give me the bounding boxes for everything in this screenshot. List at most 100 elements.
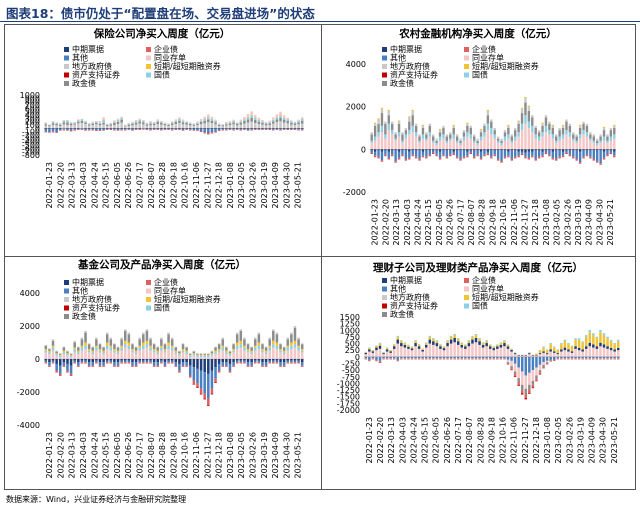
x-tick-label: 2022-07-17	[454, 417, 463, 464]
bar-segment	[167, 128, 170, 129]
bar-segment	[156, 352, 160, 355]
bar-segment	[80, 337, 84, 340]
bar-segment	[392, 358, 396, 359]
bar-segment	[538, 350, 542, 354]
bar-segment	[455, 156, 459, 158]
bar-segment	[275, 122, 279, 129]
bar-segment	[261, 124, 264, 129]
bar-segment	[456, 356, 460, 359]
bar-segment	[589, 150, 592, 157]
bar-segment	[538, 356, 542, 365]
bar-segment	[531, 355, 535, 357]
bar-segment	[69, 373, 73, 376]
bar-segment	[411, 154, 414, 156]
bar-segment	[62, 350, 66, 353]
bar-segment	[290, 345, 293, 350]
bar-segment	[232, 359, 235, 363]
bar-segment	[486, 130, 490, 150]
bar-segment	[120, 359, 123, 361]
bar-segment	[520, 384, 524, 391]
bar-segment	[574, 358, 577, 359]
bar-segment	[279, 115, 282, 118]
bar-segment	[445, 142, 449, 150]
legend-label: 企业债	[154, 44, 178, 54]
bar-segment	[290, 128, 293, 129]
bar-segment	[214, 122, 217, 125]
bar-segment	[138, 128, 141, 129]
bar-segment	[293, 123, 297, 125]
bar-segment	[483, 150, 486, 155]
bar-segment	[145, 347, 149, 359]
bar-segment	[149, 350, 152, 359]
bar-segment	[257, 121, 261, 124]
bar-segment	[400, 340, 403, 344]
bar-segment	[167, 342, 170, 346]
bar-segment	[592, 356, 595, 359]
bar-segment	[214, 346, 217, 348]
bar-segment	[449, 138, 452, 141]
bar-segment	[531, 125, 534, 133]
bar-segment	[392, 346, 396, 349]
bar-segment	[459, 142, 462, 146]
bar-segment	[178, 117, 181, 119]
bar-segment	[134, 128, 138, 129]
bar-segment	[51, 339, 55, 341]
bar-segment	[452, 138, 455, 150]
bar-segment	[370, 132, 373, 135]
bar-segment	[364, 358, 368, 359]
bar-segment	[438, 149, 442, 152]
legend-swatch	[464, 286, 469, 292]
bar-segment	[174, 120, 178, 122]
bar-segment	[58, 353, 62, 355]
bar-segment	[170, 337, 174, 340]
bar-segment	[167, 362, 170, 364]
bar-segment	[549, 349, 552, 352]
bar-segment	[506, 344, 510, 345]
bar-segment	[570, 356, 574, 359]
bar-segment	[160, 121, 163, 122]
bar-segment	[551, 149, 554, 152]
bar-segment	[592, 149, 595, 151]
bar-segment	[84, 121, 87, 123]
bar-segment	[58, 129, 62, 130]
bar-segment	[432, 136, 435, 141]
bar-segment	[488, 348, 492, 357]
bar-segment	[174, 350, 178, 353]
bar-segment	[428, 154, 431, 156]
bar-segment	[535, 355, 538, 357]
bar-segment	[48, 129, 51, 132]
bar-segment	[589, 132, 592, 135]
bar-segment	[397, 120, 401, 122]
bar-segment	[421, 358, 424, 359]
bar-segment	[109, 125, 113, 129]
bar-segment	[98, 125, 102, 129]
x-tick-label: 2022-04-24	[90, 162, 99, 209]
bar-segment	[606, 346, 609, 349]
bar-segment	[531, 151, 534, 156]
bar-segment	[572, 150, 575, 157]
bar-segment	[401, 142, 404, 150]
bar-segment	[272, 123, 275, 129]
bar-segment	[535, 378, 538, 381]
bar-segment	[272, 340, 275, 345]
bar-segment	[404, 150, 408, 159]
bar-segment	[403, 358, 407, 359]
bar-segment	[275, 342, 279, 346]
bar-segment	[178, 353, 181, 355]
x-tick-label: 2022-09-18	[169, 432, 178, 479]
bar-segment	[58, 126, 62, 129]
bar-segment	[486, 149, 490, 152]
bar-segment	[178, 355, 181, 359]
bar-segment	[203, 393, 206, 399]
bar-segment	[446, 340, 449, 344]
x-tick-label: 2022-12-18	[215, 162, 224, 209]
bar-segment	[503, 150, 507, 157]
bar-segment	[613, 349, 616, 352]
bar-segment	[403, 343, 407, 345]
bar-segment	[476, 138, 479, 141]
bar-segment	[87, 352, 91, 359]
bar-segment	[500, 142, 503, 146]
bar-segment	[428, 136, 431, 150]
bar-segment	[235, 128, 239, 129]
